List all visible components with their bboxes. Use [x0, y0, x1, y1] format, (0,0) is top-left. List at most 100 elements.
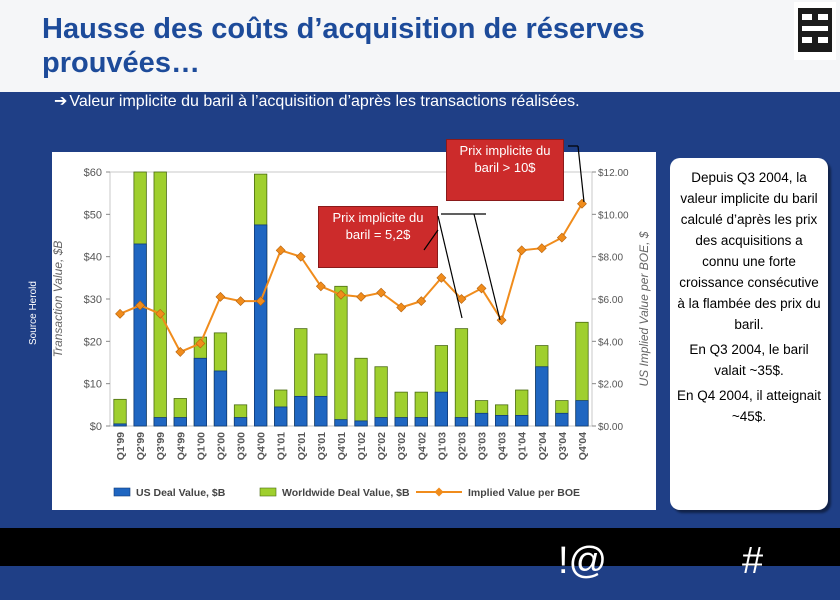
y2-tick-label: $10.00 [598, 210, 629, 221]
x-tick-label: Q3'04 [557, 432, 569, 460]
x-tick-label: Q3'99 [155, 432, 167, 460]
x-tick-label: Q4'02 [416, 432, 428, 460]
us-deal-bar [274, 406, 288, 427]
us-deal-bar [173, 417, 187, 427]
y2-tick-label: $12.00 [598, 168, 629, 179]
implied-value-point [516, 245, 527, 256]
implied-value-point [315, 281, 326, 292]
implied-value-point [135, 300, 146, 311]
x-tick-label: Q2'01 [296, 432, 308, 460]
callout-bubble-low: Prix implicite du baril = 5,2$ [318, 206, 438, 268]
implied-value-point [155, 308, 166, 319]
x-tick-label: Q1'00 [195, 432, 207, 460]
callout-paragraph-1: Depuis Q3 2004, la valeur implicite du b… [677, 170, 821, 332]
us-deal-bar [535, 366, 549, 427]
x-tick-label: Q1'04 [517, 432, 529, 460]
us-deal-bar [153, 417, 167, 427]
y2-tick-label: $6.00 [598, 295, 623, 306]
implied-value-point [255, 296, 266, 307]
footer-band [0, 528, 840, 566]
x-tick-label: Q2'04 [537, 432, 549, 460]
ww-deal-bar [334, 285, 348, 427]
implied-value-point [235, 296, 246, 307]
legend-marker [434, 487, 444, 497]
legend-label-ww: Worldwide Deal Value, $B [282, 487, 410, 499]
x-tick-label: Q4'99 [175, 432, 187, 460]
implied-value-point [556, 232, 567, 243]
ww-deal-bar [374, 366, 388, 427]
us-deal-bar [133, 243, 147, 427]
implied-value-point [295, 251, 306, 262]
x-tick-label: Q2'02 [376, 432, 388, 460]
x-tick-label: Q1'01 [276, 432, 288, 460]
slide-header [0, 0, 840, 92]
legend-label-us: US Deal Value, $B [136, 487, 226, 499]
y2-tick-label: $0.00 [598, 422, 623, 433]
implied-value-point [215, 291, 226, 302]
x-tick-label: Q1'02 [356, 432, 368, 460]
us-deal-bar [113, 423, 127, 427]
x-tick-label: Q2'99 [135, 432, 147, 460]
us-deal-bar [515, 415, 529, 427]
callout-bubble-high: Prix implicite du baril > 10$ [446, 139, 564, 201]
implied-value-point [396, 302, 407, 313]
implied-value-point [115, 308, 125, 319]
us-deal-bar [374, 417, 388, 427]
x-tick-label: Q2'00 [215, 432, 227, 460]
x-tick-label: Q4'00 [256, 432, 268, 460]
source-label: Source Herold [28, 281, 39, 345]
footer-mark-1: !@ [558, 540, 608, 582]
x-tick-label: Q1'99 [115, 432, 127, 460]
callout-paragraph-3: En Q4 2004, il atteignait ~45$. [676, 388, 822, 424]
callout-paragraph-2: En Q3 2004, le baril valait ~35$. [689, 342, 809, 378]
y-tick-label: $40 [84, 252, 102, 264]
us-deal-bar [555, 412, 569, 427]
ww-deal-bar [354, 357, 368, 427]
us-deal-bar [294, 395, 308, 427]
legend-swatch-us [113, 487, 131, 497]
us-deal-bar [494, 415, 509, 427]
implied-value-point [175, 346, 186, 357]
callout-box: Depuis Q3 2004, la valeur implicite du b… [670, 158, 828, 510]
x-tick-label: Q3'01 [316, 432, 328, 460]
y2-tick-label: $8.00 [598, 253, 623, 264]
us-deal-bar [213, 370, 228, 427]
x-tick-label: Q1'03 [436, 432, 448, 460]
x-tick-label: Q4'03 [497, 432, 509, 460]
ww-deal-bar [153, 171, 167, 427]
x-tick-label: Q3'02 [396, 432, 408, 460]
implied-value-point [376, 287, 387, 298]
implied-value-point [416, 296, 427, 307]
x-tick-label: Q4'01 [336, 432, 348, 460]
company-logo [794, 2, 836, 60]
implied-value-point [195, 338, 206, 349]
us-deal-bar [454, 417, 469, 427]
y2-axis-label: US Implied Value per BOE, $ [637, 231, 651, 386]
subtitle-text: Valeur implicite du baril à l’acquisitio… [69, 93, 580, 110]
y-axis-label: Transaction Value, $B [52, 241, 65, 358]
arrow-right-icon: ➔ [54, 93, 68, 110]
y-tick-label: $20 [84, 336, 102, 348]
us-deal-bar [193, 357, 208, 427]
us-deal-bar [253, 224, 268, 427]
ww-deal-bar [454, 328, 469, 427]
implied-value-point [356, 291, 366, 302]
us-deal-bar [233, 417, 248, 427]
y-tick-label: $60 [84, 167, 102, 179]
legend-swatch-ww [259, 487, 277, 497]
us-deal-bar [354, 420, 368, 427]
y-tick-label: $10 [84, 379, 102, 391]
implied-value-point [336, 289, 346, 300]
page-title: Hausse des coûts d’acquisition de réserv… [42, 13, 645, 79]
y2-tick-label: $2.00 [598, 380, 623, 391]
ww-deal-bar [113, 398, 127, 427]
us-deal-bar [434, 391, 449, 427]
us-deal-bar [575, 400, 589, 427]
implied-value-point [536, 243, 547, 254]
us-deal-bar [414, 417, 428, 427]
footer-mark-2: # [742, 540, 764, 582]
us-deal-bar [474, 412, 489, 427]
y-tick-label: $30 [84, 294, 102, 306]
us-deal-bar [314, 395, 328, 427]
y-tick-label: $0 [90, 421, 102, 433]
